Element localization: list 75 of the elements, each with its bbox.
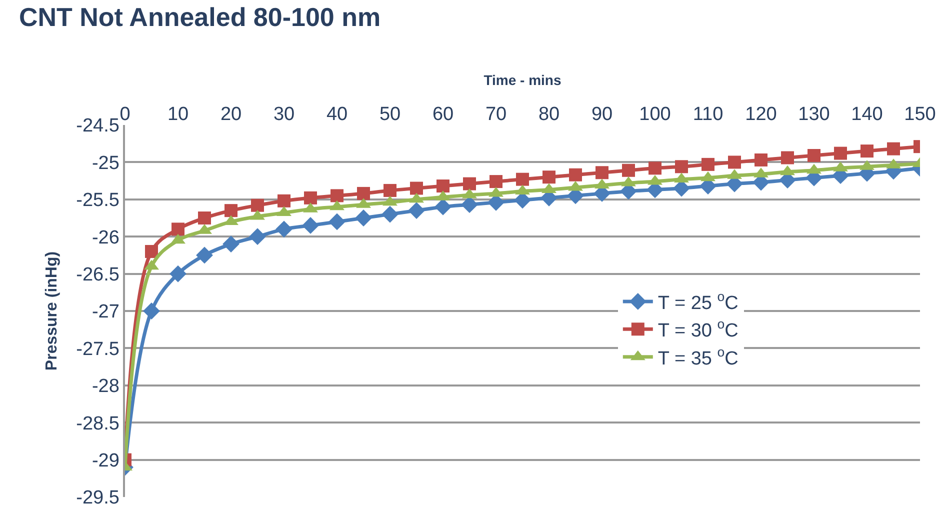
point xyxy=(569,168,582,182)
point xyxy=(728,156,741,169)
x-tick-label: 50 xyxy=(379,104,401,126)
y-tick-label: -24.5 xyxy=(76,116,120,137)
point xyxy=(461,196,478,214)
y-axis-title: Pressure (inHg) xyxy=(44,251,61,371)
x-tick-label: 140 xyxy=(851,104,883,126)
point xyxy=(224,204,238,218)
point xyxy=(172,222,184,236)
x-tick-label: 150 xyxy=(904,104,936,126)
point xyxy=(304,191,317,204)
x-tick-label: 60 xyxy=(432,104,454,126)
y-tick-label: -26.5 xyxy=(76,264,120,286)
x-tick-label: 40 xyxy=(326,104,348,126)
point xyxy=(834,146,847,160)
point xyxy=(648,162,662,175)
x-tick-label: 10 xyxy=(167,104,189,126)
point xyxy=(196,246,213,264)
y-tick-label: -28.5 xyxy=(76,413,120,434)
chart-title: CNT Not Annealed 80-100 nm xyxy=(18,2,381,32)
point xyxy=(143,302,160,320)
legend-label: T = 25 $^{o}$C xyxy=(658,288,738,314)
x-tick-label: 130 xyxy=(798,104,830,126)
point xyxy=(490,175,502,188)
point xyxy=(860,144,874,158)
point xyxy=(434,198,452,216)
point xyxy=(278,194,290,208)
point xyxy=(251,198,264,212)
y-tick-label: -27.5 xyxy=(76,338,120,360)
x-tick-label: 20 xyxy=(220,104,242,126)
y-tick-label: -29.5 xyxy=(76,488,120,509)
x-tick-label: 120 xyxy=(745,104,777,126)
y-tick-label: -29 xyxy=(92,450,120,472)
x-tick-label: 110 xyxy=(692,104,724,126)
x-tick-label: 70 xyxy=(485,104,507,126)
point xyxy=(355,210,372,226)
x-tick-label: 0 xyxy=(120,104,130,126)
point xyxy=(276,220,292,238)
point xyxy=(222,236,240,252)
y-tick-label: -27 xyxy=(92,302,120,323)
y-tick-label: -25 xyxy=(92,152,120,174)
point xyxy=(808,149,820,162)
point xyxy=(249,228,266,246)
point xyxy=(622,164,635,177)
point xyxy=(781,151,794,164)
point xyxy=(328,213,346,230)
x-tick-label: 90 xyxy=(591,104,613,126)
point xyxy=(357,186,370,200)
point xyxy=(198,212,211,224)
point xyxy=(516,172,529,186)
point xyxy=(330,189,344,202)
point xyxy=(702,158,714,171)
point xyxy=(542,170,556,184)
point xyxy=(887,142,900,156)
x-tick-label: 80 xyxy=(538,104,560,126)
y-tick-label: -26 xyxy=(92,227,120,248)
legend-label: T = 35 $^{o}$C xyxy=(658,344,738,370)
y-tick-label: -25.5 xyxy=(76,190,120,212)
point xyxy=(384,184,396,197)
point xyxy=(408,202,425,220)
x-tick-label: 100 xyxy=(639,104,671,126)
legend-label: T = 30 $^{o}$C xyxy=(658,316,738,342)
x-tick-label: 30 xyxy=(273,104,295,126)
y-tick-label: -28 xyxy=(92,376,120,398)
point xyxy=(596,166,608,180)
point xyxy=(145,244,158,258)
point xyxy=(675,160,688,174)
point xyxy=(302,216,319,234)
point xyxy=(754,153,768,166)
point xyxy=(436,180,450,193)
point xyxy=(170,265,186,282)
x-axis-title: Time - mins xyxy=(484,72,562,88)
point xyxy=(463,177,476,190)
point xyxy=(382,206,398,223)
point xyxy=(410,182,423,195)
